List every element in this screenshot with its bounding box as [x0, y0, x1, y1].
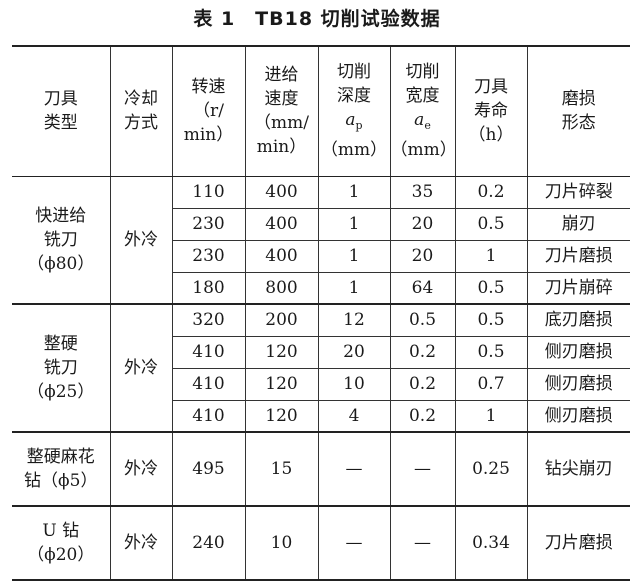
- cell-feed: 120: [244, 336, 319, 369]
- cell-depth: 1: [317, 272, 391, 305]
- table-row: U 钻（ϕ20） 外冷 240 10— —0.34 刀片磨损: [12, 506, 630, 581]
- header-speed: 转速 （r/min）: [171, 46, 246, 177]
- cell-feed: 400: [244, 176, 319, 209]
- cell-speed: 410: [172, 368, 246, 401]
- cell-speed: 230: [172, 208, 246, 241]
- table-row: 410 120 10 0.2 0.7 侧刃磨损: [12, 368, 630, 401]
- cell-life: 0.5: [454, 336, 528, 369]
- cell-depth: 1: [317, 208, 391, 241]
- cell-tool-type: 整硬麻花 钻（ϕ5）: [12, 432, 111, 507]
- header-tool-type: 刀具 类型: [12, 46, 111, 177]
- cell-tool-type: 整硬 铣刀 （ϕ25）: [12, 304, 111, 433]
- cell-life: 1: [454, 240, 528, 273]
- cell-life: 0.34: [454, 506, 528, 581]
- table-title: 表 1 TB18 切削试验数据: [193, 8, 441, 30]
- header-cooling: 冷却 方式: [109, 46, 173, 177]
- cell-width: 0.2: [389, 400, 456, 433]
- cell-cooling: 外冷: [109, 176, 173, 305]
- header-row: 刀具 类型 冷却 方式 转速 （r/min） 进给 速度 （mm/min） 切削 深度 ap （…: [12, 46, 630, 177]
- cell-speed: 495: [171, 432, 246, 507]
- cell-width: 0.2: [389, 368, 456, 401]
- cell-wear: 侧刃磨损: [526, 336, 630, 369]
- cell-width: 20: [389, 208, 456, 241]
- cell-tool-type: 快进给 铣刀 （ϕ80）: [12, 176, 111, 305]
- cell-width: —: [389, 506, 456, 581]
- cell-feed: 400: [244, 240, 319, 273]
- cell-life: 0.2: [454, 176, 528, 209]
- cell-life: 0.5: [454, 208, 528, 241]
- cell-depth: 1: [317, 240, 391, 273]
- cell-width: 64: [389, 272, 456, 305]
- table-row: 整硬 铣刀 （ϕ25） 外冷 320 200 12 0.5 0.5 底刃磨损: [12, 304, 630, 433]
- cell-width: 0.2: [389, 336, 456, 369]
- cell-width: —: [389, 432, 456, 507]
- table-row: 230 400 1 20 0.5 崩刃: [12, 208, 630, 241]
- cell-life: 0.5: [454, 304, 528, 337]
- cell-speed: 230: [172, 240, 246, 273]
- cell-width: 35: [389, 176, 456, 209]
- table-row: 410 120 20 0.2 0.5 侧刃磨损: [12, 336, 630, 369]
- header-width: 切削 宽度 ae （mm）: [389, 46, 457, 177]
- header-wear: 磨损 形态: [526, 46, 630, 177]
- cell-life: 1: [454, 400, 528, 433]
- cell-speed: 110: [171, 176, 246, 209]
- cell-wear: 钻尖崩刃: [526, 432, 630, 507]
- table-row: 230 400 1 20 1 刀片磨损: [12, 240, 630, 273]
- cell-wear: 刀片磨损: [526, 506, 630, 581]
- cell-cooling: 外冷: [109, 304, 173, 433]
- header-depth: 切削 深度 ap （mm）: [317, 46, 391, 177]
- cell-wear: 崩刃: [526, 208, 630, 241]
- cell-cooling: 外冷: [109, 432, 173, 507]
- cell-wear: 刀片碎裂: [526, 176, 630, 209]
- cell-wear: 侧刃磨损: [526, 368, 630, 401]
- table-row: 快进给 铣刀 （ϕ80） 外冷 110 400 1 35 0.2 刀片碎裂: [12, 176, 630, 305]
- cutting-test-table: 刀具 类型 冷却 方式 转速 （r/min） 进给 速度 （mm/min） 切削 深度 ap （…: [12, 45, 630, 581]
- cell-feed: 120: [244, 400, 319, 433]
- cell-depth: 12: [317, 304, 391, 337]
- cell-life: 0.7: [454, 368, 528, 401]
- cell-wear: 刀片崩碎: [526, 272, 630, 305]
- header-feed: 进给 速度 （mm/min）: [244, 46, 319, 177]
- table-row: 410 120 4 0.2 1 侧刃磨损: [12, 400, 630, 433]
- cell-speed: 320: [171, 304, 246, 337]
- cell-feed: 15: [244, 432, 319, 507]
- cell-depth: 1: [317, 176, 391, 209]
- cell-speed: 410: [172, 400, 246, 433]
- table-row: 整硬麻花 钻（ϕ5） 外冷 495 15— —0.25 钻尖崩刃: [12, 432, 630, 507]
- cell-speed: 240: [171, 506, 246, 581]
- cell-feed: 120: [244, 368, 319, 401]
- cell-feed: 400: [244, 208, 319, 241]
- cell-depth: 20: [317, 336, 391, 369]
- cell-wear: 侧刃磨损: [526, 400, 630, 433]
- cell-feed: 10: [244, 506, 319, 581]
- cell-tool-type: U 钻（ϕ20）: [12, 506, 111, 581]
- cell-feed: 800: [244, 272, 319, 305]
- cell-depth: 10: [317, 368, 391, 401]
- cell-speed: 410: [172, 336, 246, 369]
- cell-speed: 180: [172, 272, 246, 305]
- cell-wear: 刀片磨损: [526, 240, 630, 273]
- cell-cooling: 外冷: [109, 506, 173, 581]
- cell-width: 0.5: [389, 304, 456, 337]
- header-life: 刀具 寿命 （h）: [454, 46, 528, 177]
- cell-depth: —: [317, 432, 391, 507]
- cell-life: 0.25: [454, 432, 528, 507]
- table-row: 180 800 1 64 0.5 刀片崩碎: [12, 272, 630, 305]
- cell-depth: —: [317, 506, 391, 581]
- cell-feed: 200: [244, 304, 319, 337]
- cell-width: 20: [389, 240, 456, 273]
- cell-wear: 底刃磨损: [526, 304, 630, 337]
- cell-life: 0.5: [454, 272, 528, 305]
- cell-depth: 4: [317, 400, 391, 433]
